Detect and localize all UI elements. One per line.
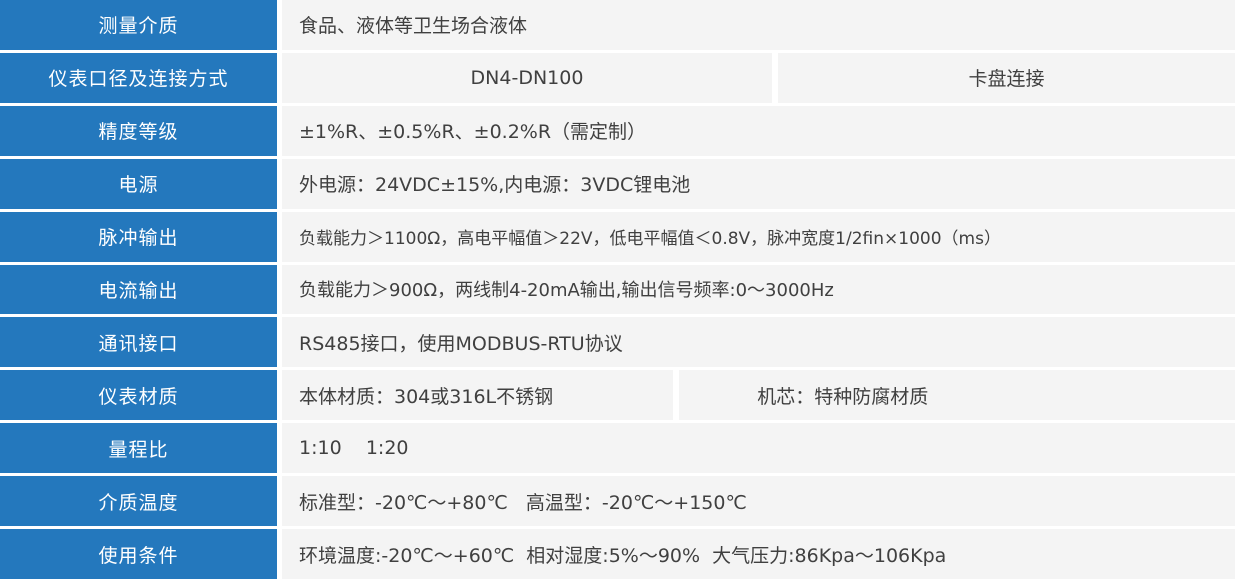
value-cell: RS485接口，使用MODBUS-RTU协议 [282, 317, 1235, 368]
row-content: 本体材质：304或316L不锈钢 机芯：特种防腐材质 [282, 370, 1235, 421]
row-content: RS485接口，使用MODBUS-RTU协议 [282, 317, 1235, 368]
table-row: 电源 外电源：24VDC±15%,内电源：3VDC锂电池 [0, 158, 1235, 209]
table-row: 量程比 1:10 1:20 [0, 423, 1235, 474]
value-cell: 卡盘连接 [778, 52, 1235, 103]
value-cell: 负载能力＞1100Ω，高电平幅值＞22V，低电平幅值＜0.8V，脉冲宽度1/2f… [282, 211, 1235, 262]
row-label: 介质温度 [0, 476, 277, 527]
table-row: 仪表口径及连接方式 DN4-DN100 卡盘连接 [0, 52, 1235, 103]
table-row: 通讯接口 RS485接口，使用MODBUS-RTU协议 [0, 317, 1235, 368]
value-cell: 环境温度:-20℃～+60℃ 相对湿度:5%～90% 大气压力:86Kpa～10… [282, 529, 1235, 579]
table-row: 仪表材质 本体材质：304或316L不锈钢 机芯：特种防腐材质 [0, 370, 1235, 421]
row-label: 测量介质 [0, 0, 277, 50]
value-cell: 食品、液体等卫生场合液体 [282, 0, 1235, 50]
row-label: 精度等级 [0, 105, 277, 156]
value-cell: DN4-DN100 [282, 52, 772, 103]
row-content: 负载能力＞900Ω，两线制4-20mA输出,输出信号频率:0～3000Hz [282, 264, 1235, 315]
value-cell: 1:10 1:20 [282, 423, 1235, 474]
table-row: 介质温度 标准型：-20℃～+80℃ 高温型：-20℃～+150℃ [0, 476, 1235, 527]
row-content: 食品、液体等卫生场合液体 [282, 0, 1235, 50]
value-cell: 外电源：24VDC±15%,内电源：3VDC锂电池 [282, 158, 1235, 209]
table-row: 使用条件 环境温度:-20℃～+60℃ 相对湿度:5%～90% 大气压力:86K… [0, 529, 1235, 579]
value-cell: 标准型：-20℃～+80℃ 高温型：-20℃～+150℃ [282, 476, 1235, 527]
row-content: DN4-DN100 卡盘连接 [282, 52, 1235, 103]
row-label: 电流输出 [0, 264, 277, 315]
row-label: 仪表口径及连接方式 [0, 52, 277, 103]
row-label: 脉冲输出 [0, 211, 277, 262]
table-row: 精度等级 ±1%R、±0.5%R、±0.2%R（需定制） [0, 105, 1235, 156]
row-content: 负载能力＞1100Ω，高电平幅值＞22V，低电平幅值＜0.8V，脉冲宽度1/2f… [282, 211, 1235, 262]
row-content: ±1%R、±0.5%R、±0.2%R（需定制） [282, 105, 1235, 156]
table-row: 脉冲输出 负载能力＞1100Ω，高电平幅值＞22V，低电平幅值＜0.8V，脉冲宽… [0, 211, 1235, 262]
value-cell: 本体材质：304或316L不锈钢 [282, 370, 674, 421]
table-row: 电流输出 负载能力＞900Ω，两线制4-20mA输出,输出信号频率:0～3000… [0, 264, 1235, 315]
row-content: 标准型：-20℃～+80℃ 高温型：-20℃～+150℃ [282, 476, 1235, 527]
row-content: 环境温度:-20℃～+60℃ 相对湿度:5%～90% 大气压力:86Kpa～10… [282, 529, 1235, 579]
row-content: 1:10 1:20 [282, 423, 1235, 474]
row-label: 使用条件 [0, 529, 277, 579]
row-content: 外电源：24VDC±15%,内电源：3VDC锂电池 [282, 158, 1235, 209]
row-label: 量程比 [0, 423, 277, 474]
row-label: 仪表材质 [0, 370, 277, 421]
row-label: 电源 [0, 158, 277, 209]
row-label: 通讯接口 [0, 317, 277, 368]
value-cell: 机芯：特种防腐材质 [679, 370, 1235, 421]
value-cell: ±1%R、±0.5%R、±0.2%R（需定制） [282, 105, 1235, 156]
value-cell: 负载能力＞900Ω，两线制4-20mA输出,输出信号频率:0～3000Hz [282, 264, 1235, 315]
table-row: 测量介质 食品、液体等卫生场合液体 [0, 0, 1235, 50]
